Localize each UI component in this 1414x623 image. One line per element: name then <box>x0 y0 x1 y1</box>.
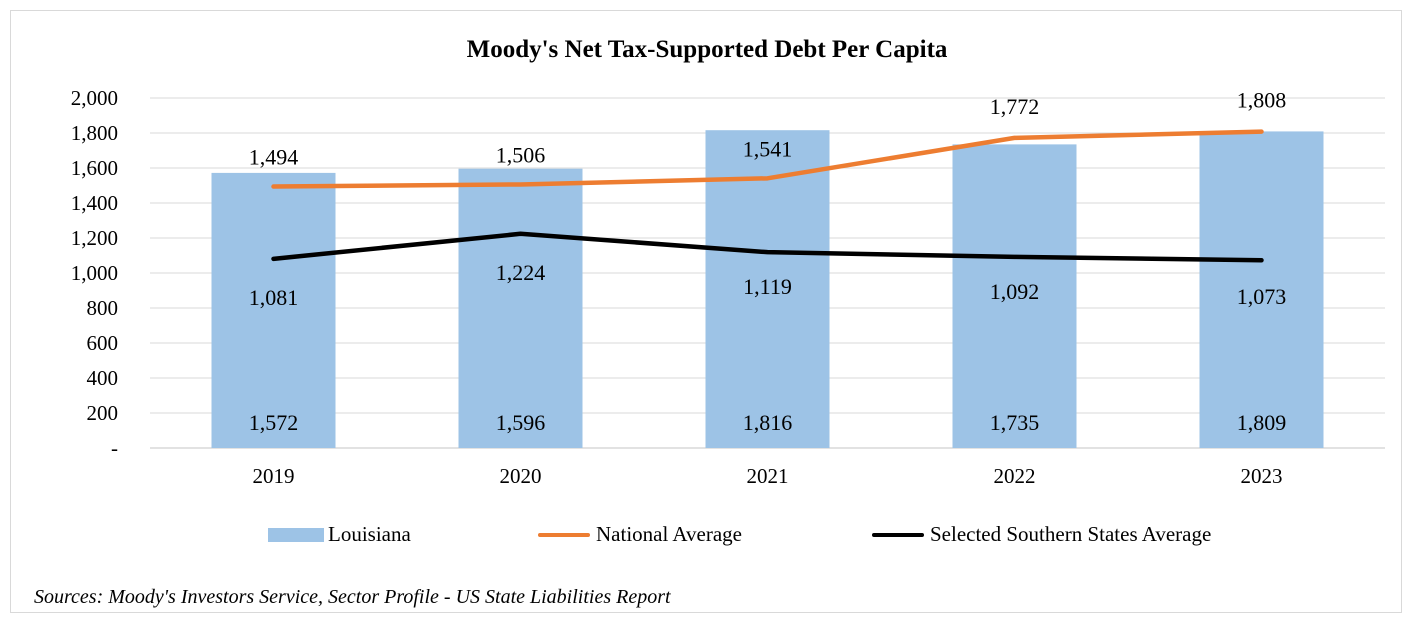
y-tick-label: - <box>111 436 118 460</box>
y-tick-label: 400 <box>87 366 119 390</box>
data-label-louisiana: 1,735 <box>990 410 1040 435</box>
legend-label-national-average: National Average <box>596 522 742 546</box>
series-line-national-average <box>271 129 1264 189</box>
y-tick-label: 1,000 <box>71 261 118 285</box>
bar-louisiana <box>705 130 830 448</box>
data-label-national-average: 1,541 <box>743 136 793 161</box>
data-label-southern-average: 1,092 <box>990 279 1040 304</box>
data-label-national-average: 1,494 <box>249 145 299 170</box>
data-label-southern-average: 1,073 <box>1237 284 1287 309</box>
legend-label-southern-average: Selected Southern States Average <box>930 522 1212 546</box>
bar-louisiana <box>952 144 1077 448</box>
y-tick-label: 200 <box>87 401 119 425</box>
data-label-louisiana: 1,596 <box>496 410 546 435</box>
y-tick-label: 1,200 <box>71 226 118 250</box>
legend-label-louisiana: Louisiana <box>328 522 411 546</box>
legend-swatch-louisiana <box>268 527 324 542</box>
data-label-louisiana: 1,816 <box>743 410 793 435</box>
chart-title: Moody's Net Tax-Supported Debt Per Capit… <box>466 36 948 63</box>
bar-louisiana <box>211 172 336 448</box>
x-tick-label: 2023 <box>1241 464 1283 488</box>
y-tick-label: 1,600 <box>71 156 118 180</box>
legend-swatch-national-average <box>538 532 590 537</box>
data-label-national-average: 1,772 <box>990 94 1040 119</box>
x-tick-label: 2021 <box>747 464 789 488</box>
x-tick-label: 2020 <box>500 464 542 488</box>
series-line-southern-average <box>271 231 1264 263</box>
bar-louisiana <box>1199 131 1324 449</box>
data-label-national-average: 1,808 <box>1237 88 1287 113</box>
data-label-southern-average: 1,119 <box>743 274 792 299</box>
data-label-southern-average: 1,081 <box>249 285 299 310</box>
y-tick-label: 2,000 <box>71 86 118 110</box>
y-tick-label: 600 <box>87 331 119 355</box>
x-tick-label: 2019 <box>253 464 295 488</box>
source-note: Sources: Moody's Investors Service, Sect… <box>34 586 671 608</box>
y-tick-label: 800 <box>87 296 119 320</box>
data-label-southern-average: 1,224 <box>496 260 546 285</box>
y-tick-label: 1,800 <box>71 121 118 145</box>
data-label-louisiana: 1,809 <box>1237 410 1287 435</box>
y-tick-label: 1,400 <box>71 191 118 215</box>
legend-swatch-southern-average <box>872 532 924 537</box>
legend-item-louisiana: Louisiana <box>268 522 411 547</box>
legend-item-southern-average: Selected Southern States Average <box>872 522 1211 547</box>
legend-item-national-average: National Average <box>538 522 742 547</box>
bar-louisiana <box>458 168 583 448</box>
x-tick-label: 2022 <box>994 464 1036 488</box>
data-label-louisiana: 1,572 <box>249 410 299 435</box>
data-label-national-average: 1,506 <box>496 142 546 167</box>
chart-frame <box>10 10 1402 613</box>
